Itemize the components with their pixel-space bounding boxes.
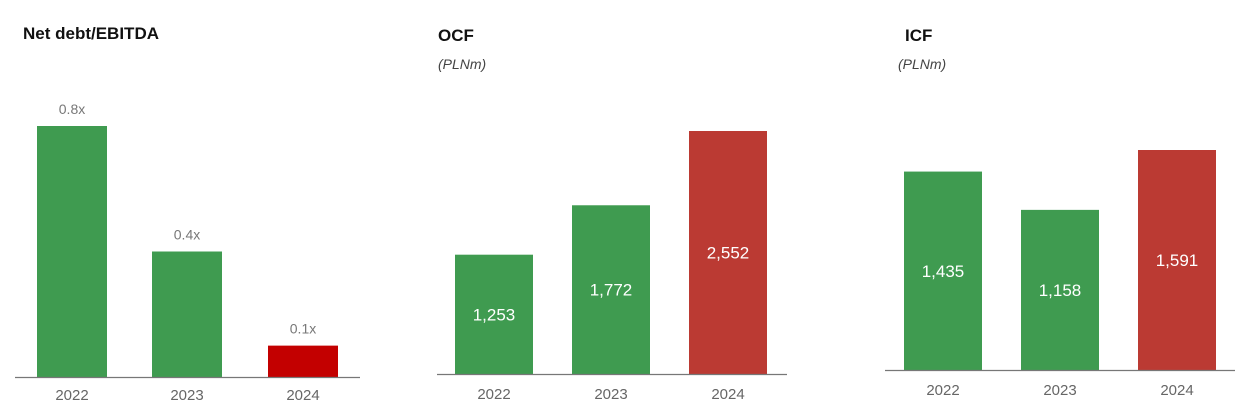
x-tick-label: 2024 xyxy=(711,386,744,403)
value-label: 1,591 xyxy=(1156,251,1199,270)
value-label: 2,552 xyxy=(707,244,750,263)
x-tick-label: 2022 xyxy=(477,386,510,403)
value-label: 1,158 xyxy=(1039,281,1082,300)
chart-title-net-debt: Net debt/EBITDA xyxy=(23,24,159,43)
bar-2023 xyxy=(572,205,650,374)
chart-title-ocf: OCF xyxy=(438,26,474,45)
value-label: 0.1x xyxy=(290,321,316,337)
x-tick-label: 2023 xyxy=(1043,382,1076,399)
value-label: 1,253 xyxy=(473,305,516,324)
x-tick-label: 2022 xyxy=(55,387,88,404)
bar-2024 xyxy=(1138,150,1216,370)
bar-2022 xyxy=(904,171,982,370)
chart-title-icf: ICF xyxy=(905,26,933,45)
bar-2024 xyxy=(268,345,338,377)
chart-unit-ocf: (PLNm) xyxy=(438,56,487,72)
x-tick-label: 2023 xyxy=(170,387,203,404)
value-label: 0.4x xyxy=(174,227,200,243)
value-label: 1,772 xyxy=(590,281,633,300)
bar-2022 xyxy=(37,126,107,377)
bar-2022 xyxy=(455,254,533,374)
x-tick-label: 2024 xyxy=(286,387,319,404)
value-label: 0.8x xyxy=(59,101,85,117)
x-tick-label: 2024 xyxy=(1160,382,1193,399)
bar-2023 xyxy=(152,251,222,377)
bar-2024 xyxy=(689,131,767,374)
chart-unit-icf: (PLNm) xyxy=(898,56,947,72)
bar-2023 xyxy=(1021,209,1099,370)
x-tick-label: 2023 xyxy=(594,386,627,403)
x-tick-label: 2022 xyxy=(926,382,959,399)
value-label: 1,435 xyxy=(922,262,965,281)
